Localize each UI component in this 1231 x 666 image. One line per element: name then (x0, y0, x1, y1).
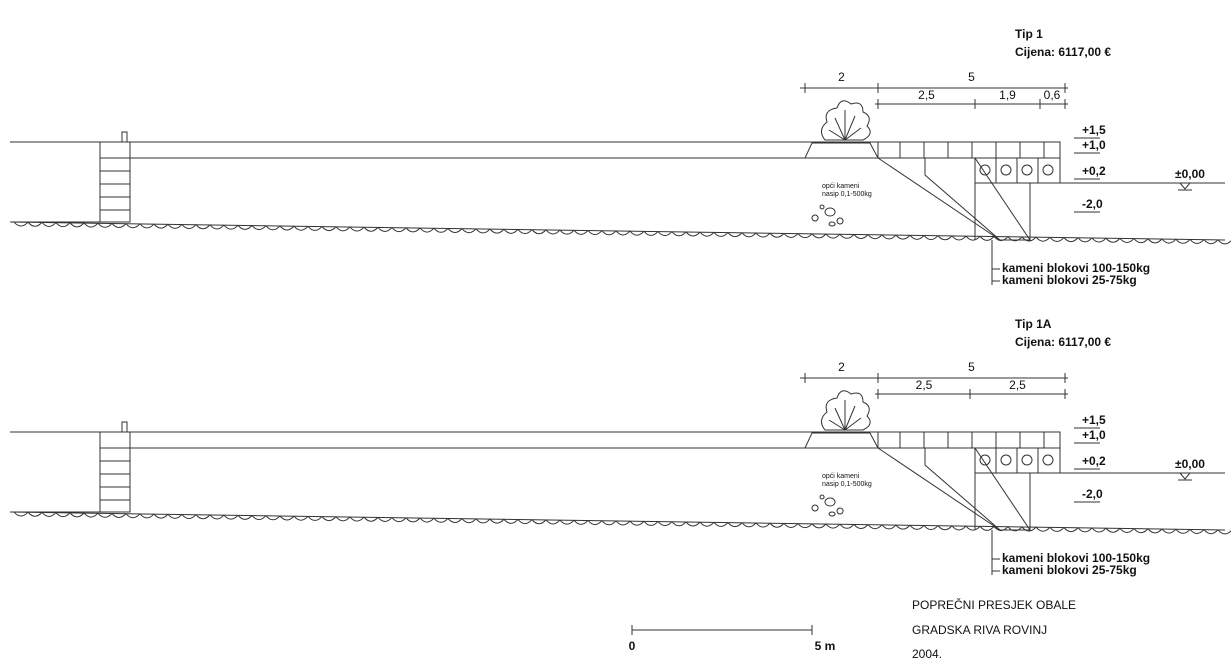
sea-level-label: ±0,00 (1175, 167, 1205, 181)
cross-section: Tip 1A Cijena: 6117,00 € opći kameninasip … (9, 317, 1231, 577)
bush-lines (828, 400, 862, 431)
sea-level-mark (1178, 472, 1192, 481)
section-title: Tip 1 (1015, 27, 1043, 41)
level-label: -2,0 (1082, 487, 1103, 501)
dim-label: 2 (838, 70, 845, 84)
caption-line: POPREČNI PRESJEK OBALE (912, 597, 1076, 612)
block-hole (979, 164, 991, 176)
section-price: Cijena: 6117,00 € (1015, 45, 1111, 59)
scale-start: 0 (629, 639, 636, 653)
wall (99, 431, 131, 513)
dim-label: 5 (968, 70, 975, 84)
slope-line (877, 157, 1001, 241)
section-title: Tip 1A (1015, 317, 1052, 331)
block-hole (1000, 164, 1012, 176)
level-label: -2,0 (1082, 197, 1103, 211)
deck (877, 141, 1061, 159)
dim-label: 2,5 (1009, 378, 1026, 392)
fill-note: nasip 0,1-500kg (822, 481, 872, 488)
sea-bottom (9, 221, 1226, 241)
level-label: +1,0 (1082, 138, 1106, 152)
quay-edge (1059, 432, 1225, 474)
stones (811, 494, 844, 517)
scale-bar: 0 5 m (629, 625, 836, 653)
deck (877, 431, 1061, 449)
fill-note: opći kameni (822, 183, 860, 190)
sea-bottom-hatch (13, 221, 1231, 245)
bush (821, 390, 871, 431)
level-label: +1,5 (1082, 123, 1106, 137)
rock-armour (924, 157, 1031, 241)
level-label: +1,5 (1082, 413, 1106, 427)
caption-line: 2004. (912, 647, 942, 661)
sea-level-label: ±0,00 (1175, 457, 1205, 471)
block-label: kameni blokovi 100-150kg (1002, 261, 1150, 275)
block-hole (1021, 164, 1033, 176)
level-label: +0,2 (1082, 454, 1106, 468)
dim-label: 5 (968, 360, 975, 374)
post (121, 421, 128, 433)
dim-label: 2 (838, 360, 845, 374)
section-price: Cijena: 6117,00 € (1015, 335, 1111, 349)
quay-edge (1059, 142, 1225, 184)
sea-bottom (9, 511, 1226, 531)
stones (811, 204, 844, 227)
block-label: kameni blokovi 100-150kg (1002, 551, 1150, 565)
sea-bottom-hatch (13, 511, 1231, 535)
post (121, 131, 128, 143)
sea-level-mark (1178, 182, 1192, 191)
level-label: +0,2 (1082, 164, 1106, 178)
caption-line: GRADSKA RIVA ROVINJ (912, 623, 1047, 637)
dim-label: 1,9 (999, 88, 1016, 102)
slope-line (877, 447, 1001, 531)
block-hole (979, 454, 991, 466)
scale-end: 5 m (815, 639, 836, 653)
planter (804, 142, 879, 159)
block-hole (1042, 164, 1054, 176)
fill-note: opći kameni (822, 473, 860, 480)
block-hole (1042, 454, 1054, 466)
block-label: kameni blokovi 25-75kg (1002, 273, 1137, 287)
bush-lines (828, 110, 862, 141)
dim-label: 2,5 (916, 378, 933, 392)
dim-label: 2,5 (918, 88, 935, 102)
block-hole (1000, 454, 1012, 466)
bush (821, 100, 871, 141)
rock-armour (924, 447, 1031, 531)
fill-note: nasip 0,1-500kg (822, 191, 872, 198)
dim-label: 0,6 (1044, 88, 1061, 102)
planter (804, 432, 879, 449)
wall (99, 141, 131, 223)
block-hole (1021, 454, 1033, 466)
level-label: +1,0 (1082, 428, 1106, 442)
block-label: kameni blokovi 25-75kg (1002, 563, 1137, 577)
